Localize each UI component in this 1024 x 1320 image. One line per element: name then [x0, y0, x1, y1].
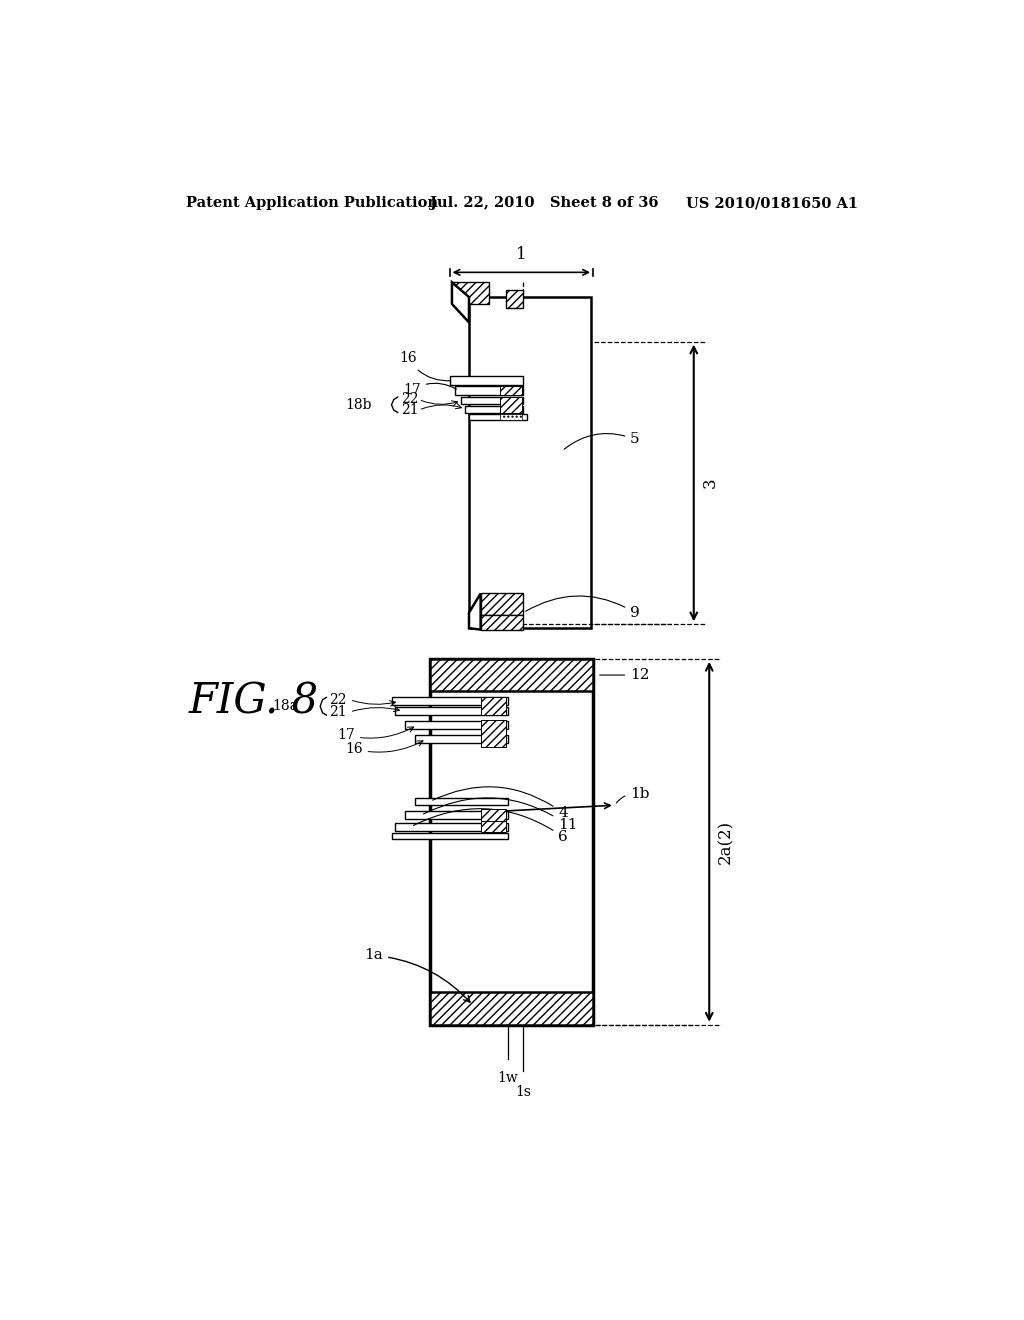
Text: 9: 9 — [525, 595, 640, 619]
Text: Patent Application Publication: Patent Application Publication — [186, 197, 438, 210]
Text: 2a(2): 2a(2) — [717, 820, 734, 863]
Text: 21: 21 — [330, 705, 347, 719]
Text: 11: 11 — [424, 797, 578, 832]
Bar — [506, 290, 523, 308]
Text: 1w: 1w — [498, 1071, 518, 1085]
Text: 18a: 18a — [272, 700, 299, 713]
Text: 1a: 1a — [365, 948, 470, 1002]
Bar — [500, 397, 521, 412]
Text: 16: 16 — [399, 351, 451, 380]
Text: 22: 22 — [330, 693, 347, 706]
Bar — [415, 797, 508, 805]
Text: 17: 17 — [337, 727, 414, 742]
Bar — [455, 387, 523, 395]
Bar — [500, 387, 521, 395]
Polygon shape — [452, 282, 469, 322]
Bar — [430, 659, 593, 1024]
Text: 1b: 1b — [616, 787, 649, 803]
Bar — [450, 376, 523, 385]
Bar — [406, 812, 508, 818]
Text: 17: 17 — [403, 383, 457, 397]
Text: 1: 1 — [516, 246, 526, 263]
Bar — [480, 809, 506, 821]
Bar — [465, 405, 523, 412]
Text: 6: 6 — [414, 809, 568, 843]
Bar — [415, 735, 508, 743]
Bar — [500, 414, 521, 420]
Bar — [480, 594, 523, 615]
Bar — [469, 297, 592, 628]
Text: US 2010/0181650 A1: US 2010/0181650 A1 — [686, 197, 858, 210]
Bar — [430, 993, 593, 1024]
Text: Jul. 22, 2010   Sheet 8 of 36: Jul. 22, 2010 Sheet 8 of 36 — [430, 197, 658, 210]
Text: 18b: 18b — [346, 397, 372, 412]
Bar — [461, 397, 523, 404]
Text: 16: 16 — [345, 741, 423, 756]
Bar — [391, 697, 508, 705]
Bar — [395, 822, 508, 830]
Text: 22: 22 — [400, 392, 418, 407]
Bar — [480, 821, 506, 832]
Bar — [480, 615, 523, 631]
Bar — [480, 719, 506, 747]
Text: 21: 21 — [400, 403, 419, 417]
Bar — [480, 697, 506, 715]
Text: 4: 4 — [433, 787, 568, 820]
Text: FIG. 8: FIG. 8 — [188, 680, 318, 722]
Text: 12: 12 — [600, 668, 649, 682]
Bar — [395, 708, 508, 715]
Bar — [391, 833, 508, 840]
Bar — [469, 414, 527, 420]
Bar — [452, 282, 489, 304]
Bar — [430, 659, 593, 692]
Bar — [406, 721, 508, 729]
Text: 1s: 1s — [515, 1085, 531, 1098]
Polygon shape — [469, 594, 480, 630]
Text: 5: 5 — [564, 433, 640, 449]
Text: 3: 3 — [701, 478, 719, 488]
